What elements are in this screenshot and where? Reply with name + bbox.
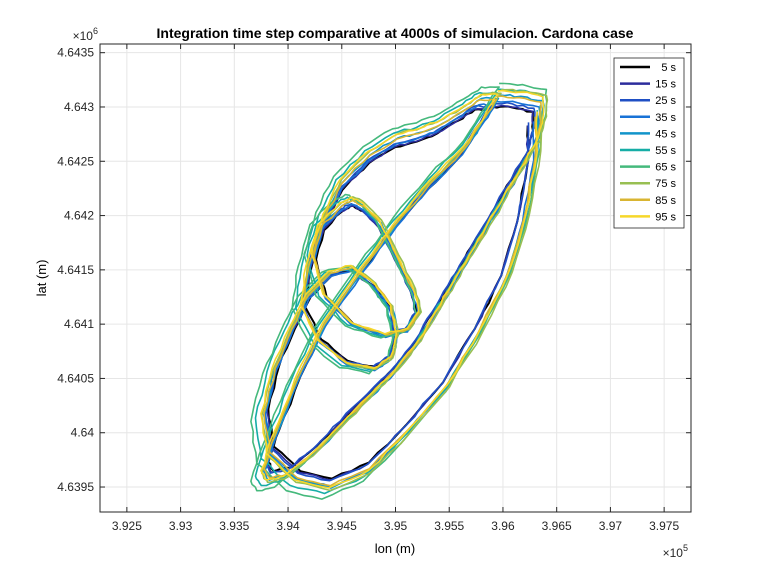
y-exponent-base: ×10 (73, 29, 94, 43)
legend-label: 25 s (655, 95, 676, 107)
legend-label: 75 s (655, 178, 676, 190)
y-tick-label: 4.6415 (57, 263, 94, 277)
x-tick-label: 3.96 (491, 519, 515, 533)
legend-label: 35 s (655, 112, 676, 124)
y-tick-label: 4.64 (71, 426, 95, 440)
x-exponent-base: ×10 (663, 546, 684, 560)
legend-label: 5 s (661, 62, 676, 74)
y-exponent-power: 6 (93, 26, 98, 36)
y-axis-exponent: ×106 (73, 26, 98, 43)
x-axis-label: lon (m) (375, 541, 415, 556)
x-tick-label: 3.93 (169, 519, 193, 533)
grid-lines (100, 44, 691, 512)
x-tick-label: 3.97 (599, 519, 623, 533)
x-axis-exponent: ×105 (663, 543, 688, 560)
legend-label: 15 s (655, 79, 676, 91)
series-layer (250, 82, 549, 500)
svg-text:×106: ×106 (73, 26, 98, 43)
x-tick-label: 3.925 (112, 519, 142, 533)
legend: 5 s 15 s 25 s 35 s 45 s 55 s 65 s 75 s 85 s 95 s (613, 57, 685, 229)
legend-label: 95 s (655, 211, 676, 223)
x-exponent-power: 5 (683, 543, 688, 553)
y-axis-label: lat (m) (34, 260, 49, 297)
y-tick-label: 4.6395 (57, 480, 94, 494)
y-tick-label: 4.6425 (57, 154, 94, 168)
x-tick-label: 3.965 (542, 519, 572, 533)
x-tick-label: 3.94 (276, 519, 300, 533)
legend-label: 85 s (655, 195, 676, 207)
y-tick-label: 4.6435 (57, 46, 94, 60)
x-tick-label: 3.945 (327, 519, 357, 533)
x-tick-label: 3.95 (384, 519, 408, 533)
series-line-95-s (260, 89, 545, 489)
legend-label: 55 s (655, 145, 676, 157)
chart-title: Integration time step comparative at 400… (157, 25, 634, 41)
x-tick-label: 3.975 (649, 519, 679, 533)
svg-text:×105: ×105 (663, 543, 688, 560)
y-tick-label: 4.641 (64, 317, 94, 331)
x-tick-label: 3.955 (434, 519, 464, 533)
y-axis-ticks: 4.6395 4.64 4.6405 4.641 4.6415 4.642 4.6425 4.… (57, 46, 691, 494)
legend-label: 65 s (655, 162, 676, 174)
y-tick-label: 4.642 (64, 209, 94, 223)
legend-label: 45 s (655, 128, 676, 140)
x-axis-ticks: 3.925 3.93 3.935 3.94 3.945 3.95 3.955 3.96 3.96… (112, 44, 679, 533)
y-tick-label: 4.643 (64, 100, 94, 114)
x-tick-label: 3.935 (219, 519, 249, 533)
y-tick-label: 4.6405 (57, 371, 94, 385)
